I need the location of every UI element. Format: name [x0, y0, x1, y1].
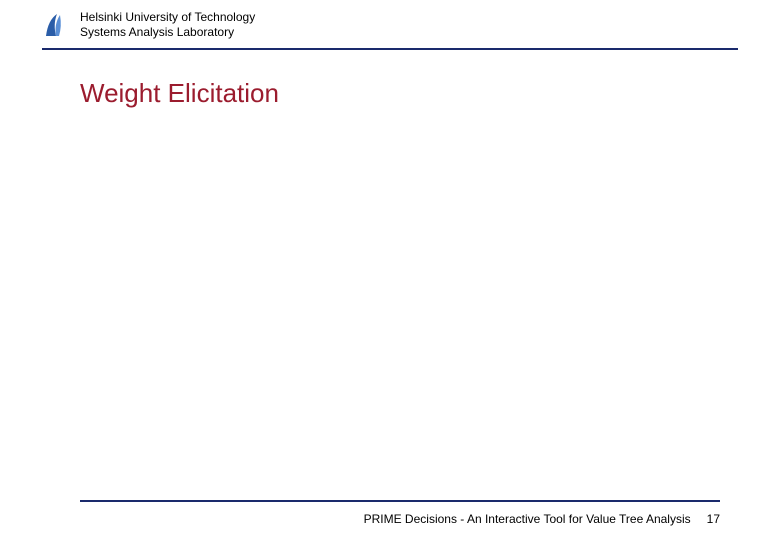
footer-rule [80, 500, 720, 502]
footer: PRIME Decisions - An Interactive Tool fo… [364, 512, 720, 526]
page-title: Weight Elicitation [80, 78, 279, 109]
slide: Helsinki University of Technology System… [0, 0, 780, 540]
page-number: 17 [707, 512, 720, 526]
header-rule [42, 48, 738, 50]
footer-text: PRIME Decisions - An Interactive Tool fo… [364, 512, 691, 526]
logo-icon [42, 10, 72, 40]
header-line-2: Systems Analysis Laboratory [80, 25, 255, 40]
header-text: Helsinki University of Technology System… [80, 10, 255, 40]
header-line-1: Helsinki University of Technology [80, 10, 255, 25]
header: Helsinki University of Technology System… [42, 10, 738, 40]
